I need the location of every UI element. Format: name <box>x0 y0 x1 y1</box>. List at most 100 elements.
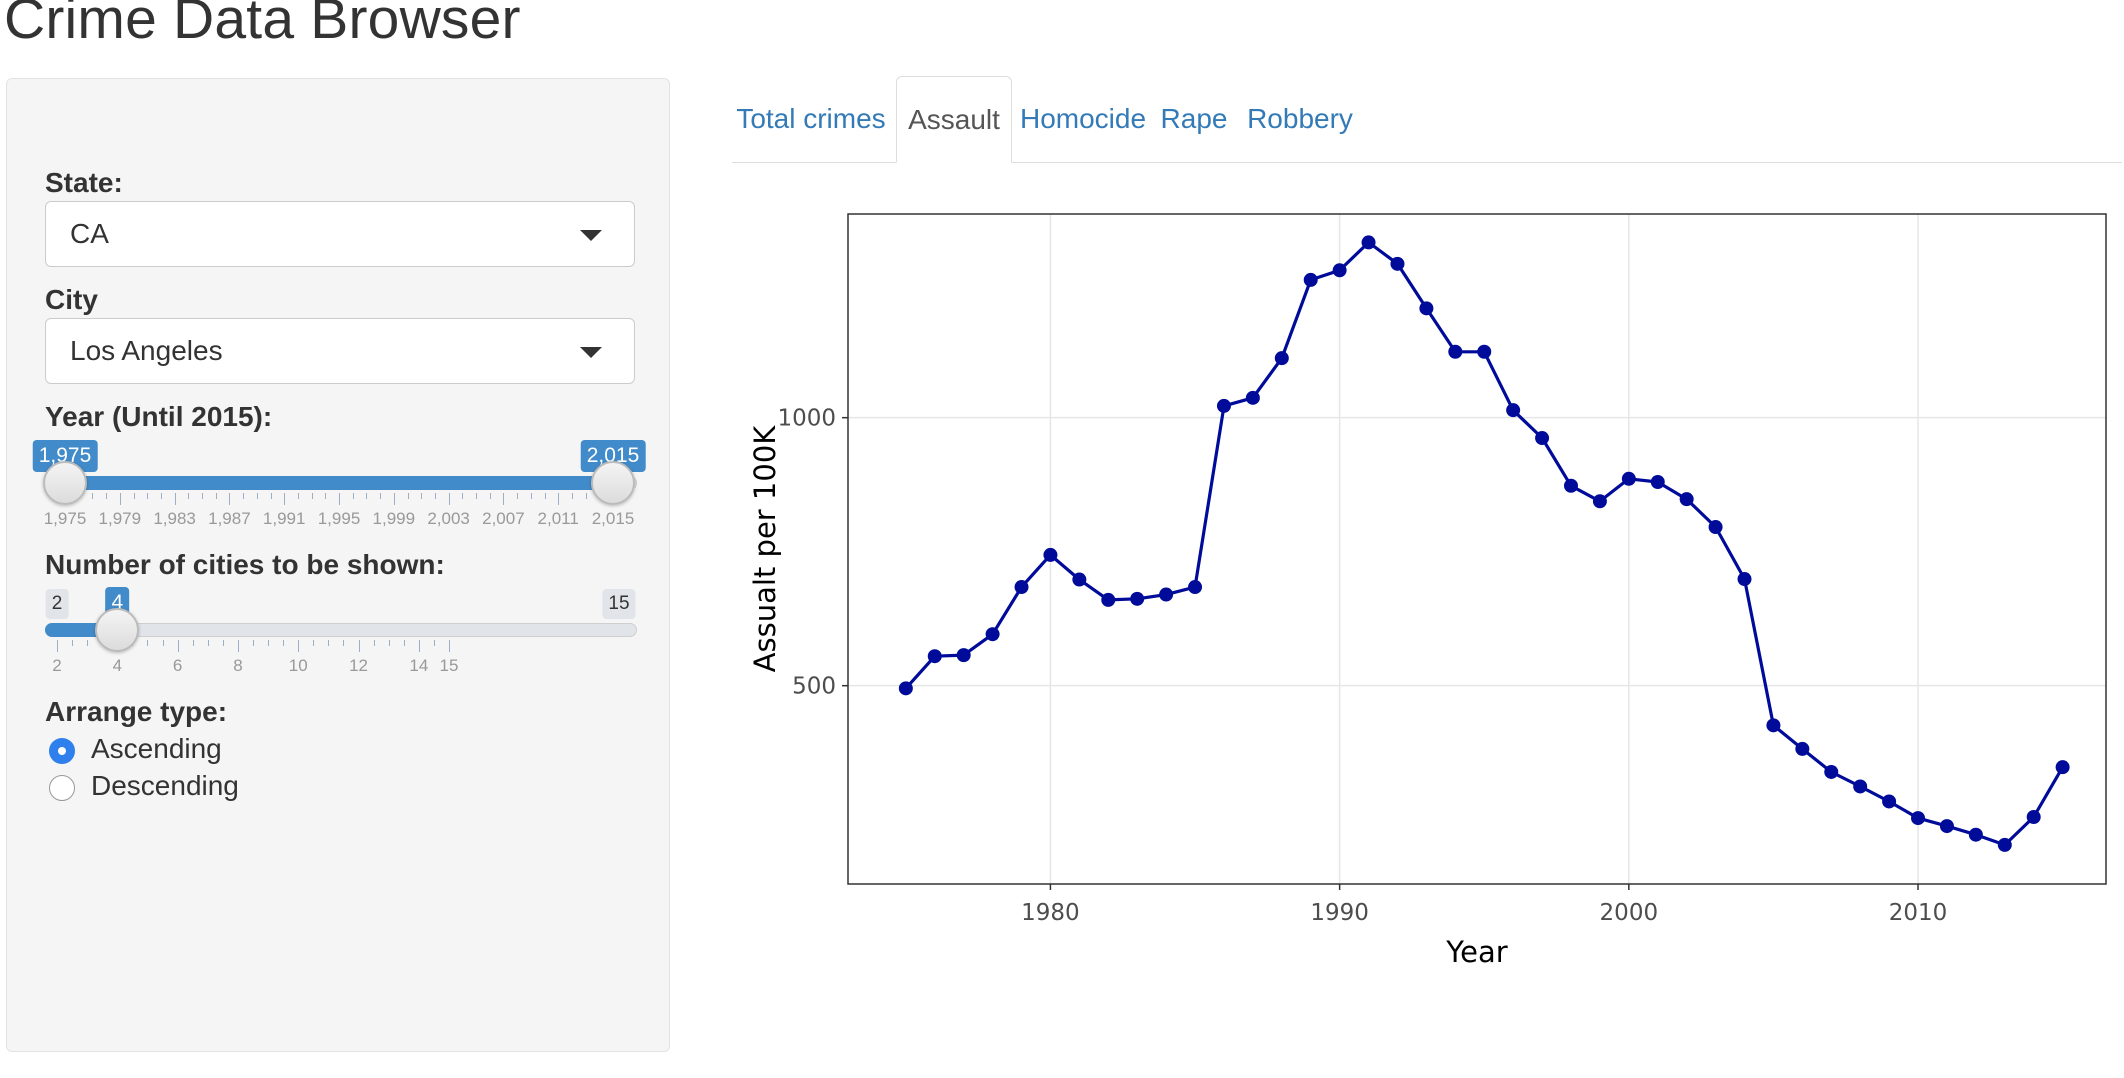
cities-minor-tick <box>207 640 209 646</box>
data-point <box>2055 760 2070 775</box>
year-tick-label: 1,999 <box>372 509 416 528</box>
year-major-tick <box>393 493 395 505</box>
assault-line-chart: 1980 1990 2000 2010 500 1000 Year Assualt per 1… <box>748 213 2107 969</box>
cities-minor-tick <box>283 640 285 646</box>
year-minor-tick <box>160 493 162 499</box>
data-point <box>1419 301 1434 316</box>
plot-panel <box>848 214 2106 884</box>
city-select[interactable]: Los Angeles <box>45 318 635 384</box>
radio-ascending-label[interactable]: Ascending <box>91 733 222 764</box>
data-point <box>985 627 1000 642</box>
data-point <box>1159 587 1174 602</box>
cities-min-label: 2 <box>45 589 69 619</box>
cities-minor-tick <box>433 640 435 646</box>
cities-major-tick <box>57 640 58 652</box>
data-point <box>1216 398 1231 413</box>
year-major-tick <box>503 493 505 505</box>
data-point <box>1390 256 1405 271</box>
y-axis-title: Assualt per 100K <box>748 425 782 673</box>
year-major-tick <box>174 493 176 505</box>
year-minor-tick <box>407 493 409 499</box>
data-point <box>1650 475 1665 489</box>
tab-rape[interactable]: Rape <box>1160 103 1228 134</box>
sidebar-panel: State: CA City Los Angeles Year (Until 2… <box>6 78 670 1052</box>
tab-homocide[interactable]: Homocide <box>1019 103 1147 134</box>
data-point <box>1563 478 1578 493</box>
cities-minor-tick <box>87 640 89 646</box>
cities-tick-label: 6 <box>172 656 183 675</box>
chevron-down-icon <box>580 230 602 241</box>
year-minor-tick <box>106 493 108 499</box>
year-slider-label: Year (Until 2015): <box>45 401 273 432</box>
cities-slider-label: Number of cities to be shown: <box>45 549 445 580</box>
data-point <box>927 649 942 664</box>
cities-minor-tick <box>162 640 164 646</box>
year-tick-label: 1,991 <box>262 509 306 528</box>
city-label: City <box>45 284 98 315</box>
cities-minor-tick <box>373 640 375 646</box>
state-select[interactable]: CA <box>45 201 635 267</box>
cities-tick-label: 8 <box>233 656 243 675</box>
cities-minor-tick <box>253 640 254 646</box>
year-minor-tick <box>256 493 258 499</box>
data-point <box>1361 235 1376 250</box>
year-tick-label: 1,987 <box>208 509 251 528</box>
year-to-handle[interactable] <box>591 461 635 505</box>
cities-minor-tick <box>313 640 315 646</box>
data-point <box>1708 520 1723 535</box>
year-tick-label: 1,983 <box>153 509 196 528</box>
cities-minor-tick <box>222 640 224 646</box>
year-from-handle[interactable] <box>43 461 87 505</box>
year-major-tick <box>448 493 450 505</box>
data-point <box>1592 494 1607 509</box>
radio-button-unchecked[interactable] <box>49 775 75 801</box>
data-point <box>1795 741 1810 756</box>
data-point <box>1101 592 1116 607</box>
cities-tick-label: 12 <box>349 656 368 675</box>
year-tick-label: 1,975 <box>43 509 87 528</box>
year-tick-label: 2,011 <box>537 509 579 528</box>
data-point <box>1332 263 1347 278</box>
arrange-type-label: Arrange type: <box>45 696 228 727</box>
cities-major-tick <box>237 640 239 652</box>
data-point <box>1766 718 1781 733</box>
tab-robbery[interactable]: Robbery <box>1247 103 1353 134</box>
year-minor-tick <box>530 493 532 499</box>
x-axis-title: Year <box>1445 935 1507 969</box>
year-minor-tick <box>202 493 203 499</box>
cities-major-tick <box>418 640 420 652</box>
cities-tick-label: 4 <box>112 656 123 675</box>
chart-tabs: Total crimes Assault Homocide Rape Robbe… <box>732 76 2122 163</box>
data-point <box>1939 819 1954 834</box>
state-label: State: <box>45 167 123 198</box>
data-point <box>1968 827 1983 842</box>
cities-handle[interactable] <box>95 608 140 652</box>
data-point <box>1303 272 1318 287</box>
year-major-tick <box>229 493 231 505</box>
year-tick-label: 2,003 <box>427 509 470 528</box>
year-minor-tick <box>489 493 491 499</box>
tab-assault[interactable]: Assault <box>896 76 1012 163</box>
x-tick-label: 1990 <box>1310 900 1369 926</box>
year-minor-tick <box>517 493 519 499</box>
cities-minor-tick <box>147 640 149 646</box>
year-minor-tick <box>544 493 546 499</box>
cities-tick-label: 10 <box>288 656 308 675</box>
chevron-down-icon <box>580 347 602 358</box>
year-minor-tick <box>147 493 149 499</box>
cities-major-tick <box>298 640 300 652</box>
year-minor-tick <box>462 493 464 499</box>
data-point <box>1853 779 1868 794</box>
year-slider-range-bar[interactable] <box>65 476 613 490</box>
tab-total-crimes[interactable]: Total crimes <box>736 103 886 134</box>
year-minor-tick <box>188 493 190 499</box>
year-minor-tick <box>434 493 436 499</box>
data-point <box>1448 344 1463 359</box>
data-point <box>1997 837 2012 852</box>
cities-minor-tick <box>268 640 270 646</box>
radio-button-checked[interactable] <box>49 738 75 764</box>
y-tick-label: 1000 <box>777 406 836 432</box>
x-tick-label: 2010 <box>1889 900 1948 926</box>
radio-descending-label[interactable]: Descending <box>91 770 239 801</box>
data-point <box>1245 390 1260 405</box>
